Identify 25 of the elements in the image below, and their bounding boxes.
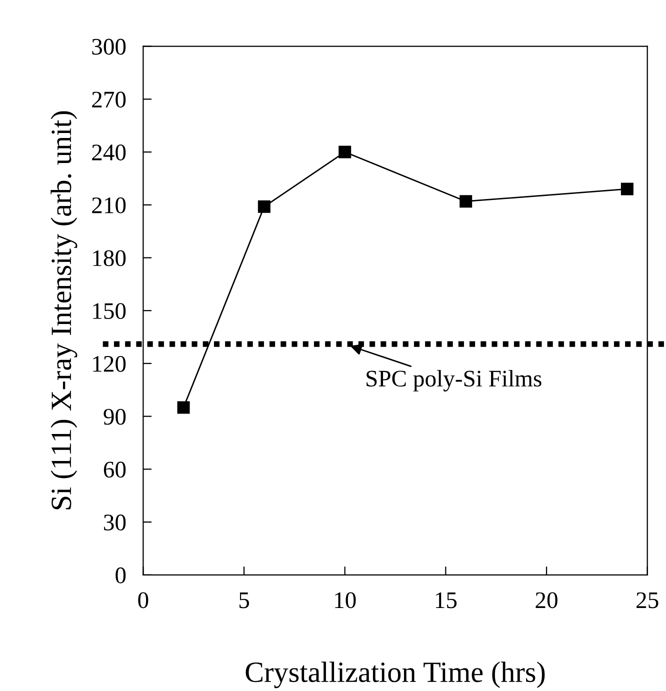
x-tick-label: 5 — [239, 592, 250, 608]
x-tick-label: 0 — [138, 592, 148, 608]
point — [338, 146, 352, 158]
y-axis-title: Si (111) X-ray Intensity (arb. unit) — [50, 111, 78, 510]
y-tick-label: 150 — [93, 303, 126, 320]
x-tick-label: 20 — [536, 592, 558, 608]
y-tick-label: 270 — [92, 92, 126, 108]
y-tick-label: 300 — [92, 38, 126, 55]
x-tick-label: 25 — [636, 592, 658, 608]
annotation: SPC poly-Si Films — [366, 370, 542, 392]
y-tick-label: 210 — [92, 197, 126, 214]
y-tick-label: 0 — [116, 567, 126, 584]
point — [258, 200, 270, 213]
x-tick-label: 10 — [335, 592, 356, 608]
point — [460, 195, 472, 208]
y-tick-label: 120 — [93, 356, 126, 372]
point — [620, 182, 634, 196]
y-tick-label: 180 — [93, 250, 126, 266]
y-tick-label: 30 — [104, 514, 126, 530]
y-tick-label: 90 — [104, 408, 126, 425]
point — [177, 401, 190, 414]
x-tick-label: 15 — [436, 592, 457, 608]
y-tick-label: 240 — [92, 144, 126, 160]
y-tick-label: 60 — [104, 462, 126, 478]
x-axis-title: Crystallization Time (hrs) — [246, 662, 545, 688]
